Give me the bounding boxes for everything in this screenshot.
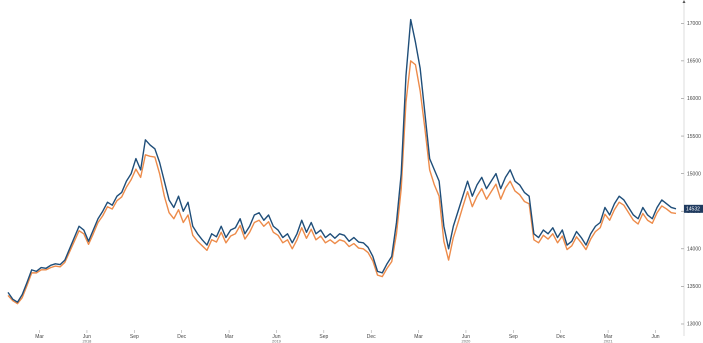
x-axis: Mar Jun Sep Dec Mar Jun Sep Dec Mar Jun Sep Dec Mar J… xyxy=(35,330,660,343)
x-tick-label: Mar xyxy=(225,334,234,340)
y-tick-label: 13500 xyxy=(687,284,701,290)
x-tick-label: Sep xyxy=(319,334,328,340)
x-tick-label: Mar xyxy=(604,334,613,340)
x-tick-label: Mar xyxy=(35,334,44,340)
y-tick-label: 14000 xyxy=(687,247,701,253)
x-tick-label: Dec xyxy=(367,334,376,340)
y-tick-label: 15000 xyxy=(687,171,701,177)
x-year-label: 2018 xyxy=(83,339,93,343)
x-tick-label: Sep xyxy=(509,334,518,340)
last-value-label: 14532 xyxy=(686,207,700,213)
last-value-box xyxy=(684,204,703,213)
y-tick-label: 17000 xyxy=(687,21,701,27)
x-tick-label: Sep xyxy=(130,334,139,340)
y-tick-label: 13000 xyxy=(687,322,701,328)
x-tick-label: Dec xyxy=(177,334,186,340)
y-axis: 1300013500140001450015000155001600016500… xyxy=(681,0,701,336)
x-tick-label: Jun xyxy=(651,334,659,340)
x-year-label: 2019 xyxy=(272,339,282,343)
y-tick-label: 16000 xyxy=(687,96,701,102)
series-line-1 xyxy=(7,60,677,305)
y-tick-label: 16500 xyxy=(687,59,701,65)
x-tick-label: Dec xyxy=(556,334,565,340)
series-layer xyxy=(7,18,677,305)
x-tick-label: Jun xyxy=(462,334,470,340)
x-tick-label: Mar xyxy=(414,334,423,340)
last-value-marker: 14532 xyxy=(684,204,703,213)
x-year-label: 2021 xyxy=(604,339,614,343)
y-tick-label: 15500 xyxy=(687,134,701,140)
series-line-0 xyxy=(7,18,677,303)
y-axis-arrow xyxy=(682,0,686,3)
x-tick-label: Jun xyxy=(83,334,91,340)
x-year-label: 2020 xyxy=(462,339,472,343)
x-tick-label: Jun xyxy=(272,334,280,340)
